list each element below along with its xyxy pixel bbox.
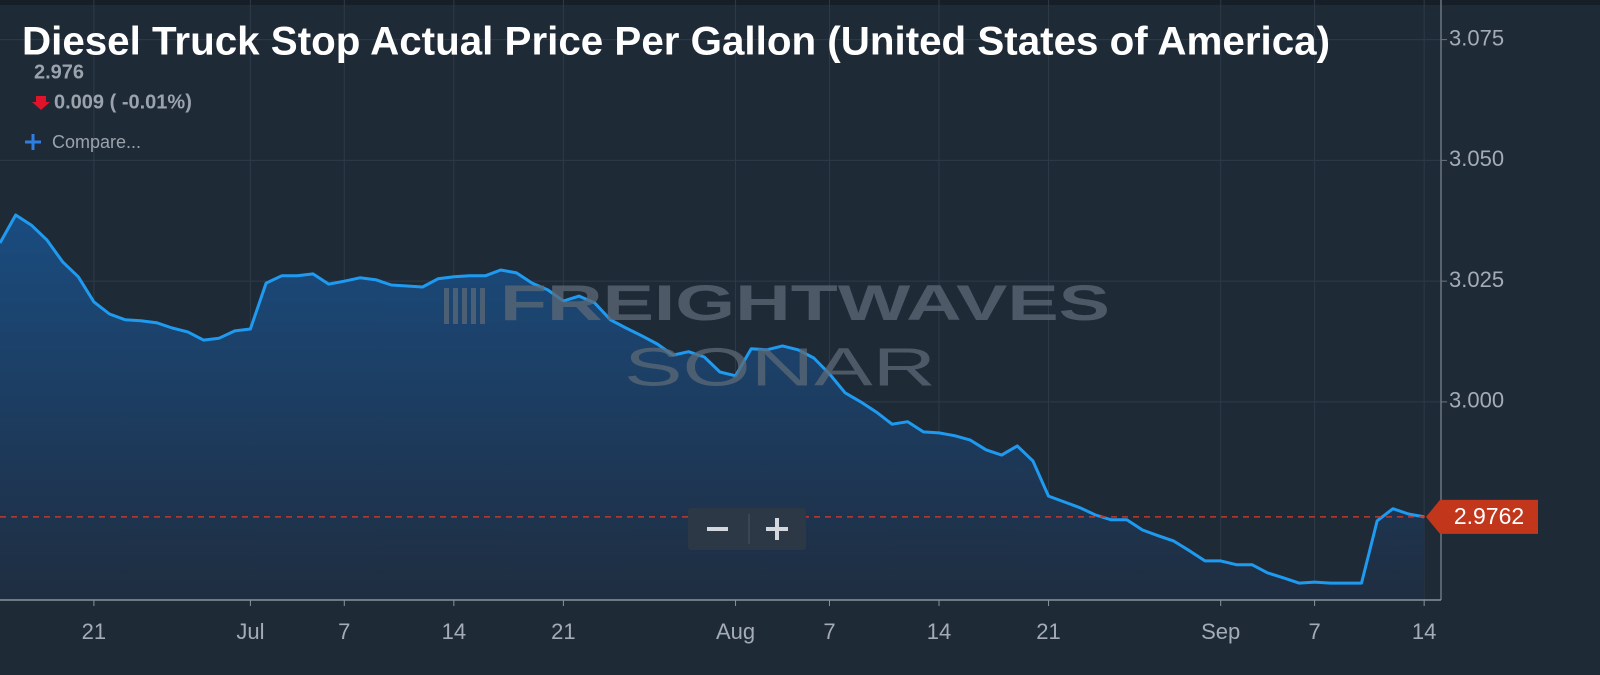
quote-change: 0.009 ( -0.01%) [54, 91, 192, 113]
x-tick-label: 21 [82, 619, 106, 644]
y-tick-label: 3.050 [1449, 146, 1504, 171]
down-arrow [32, 96, 50, 110]
y-tick-label: 3.075 [1449, 25, 1504, 50]
x-tick-label: 7 [338, 619, 350, 644]
x-tick-label: 14 [1412, 619, 1436, 644]
x-tick-label: 7 [1308, 619, 1320, 644]
y-tick-label: 3.000 [1449, 388, 1504, 413]
x-tick-label: 21 [1036, 619, 1060, 644]
plot [0, 213, 1425, 600]
x-tick-label: 7 [823, 619, 835, 644]
chart-title: Diesel Truck Stop Actual Price Per Gallo… [22, 20, 1330, 64]
line [0, 213, 1425, 585]
current-price-badge [1426, 499, 1538, 534]
current-price-label: 2.9762 [1454, 503, 1524, 529]
top-strip [0, 0, 1600, 5]
quote-value: 2.976 [34, 61, 84, 83]
watermark-text: SONAR [624, 337, 936, 397]
x-tick-label: 14 [442, 619, 466, 644]
marks: 2.9762 [0, 499, 1538, 534]
compare-plus[interactable] [25, 134, 41, 150]
y-tick-label: 3.025 [1449, 267, 1504, 292]
watermark-text: FREIGHTWAVES [500, 275, 1110, 331]
zoom-control [688, 508, 806, 550]
zoom-in[interactable] [766, 518, 788, 540]
watermark: FREIGHTWAVES SONAR [444, 275, 1110, 397]
zoom-panel [688, 508, 806, 550]
x-tick-label: Sep [1201, 619, 1240, 644]
compare-link[interactable]: Compare... [52, 132, 141, 152]
x-tick-label: Aug [716, 619, 755, 644]
x-tick-label: 14 [927, 619, 951, 644]
x-tick-label: 21 [551, 619, 575, 644]
x-tick-label: Jul [236, 619, 264, 644]
watermark-icon [444, 288, 485, 324]
